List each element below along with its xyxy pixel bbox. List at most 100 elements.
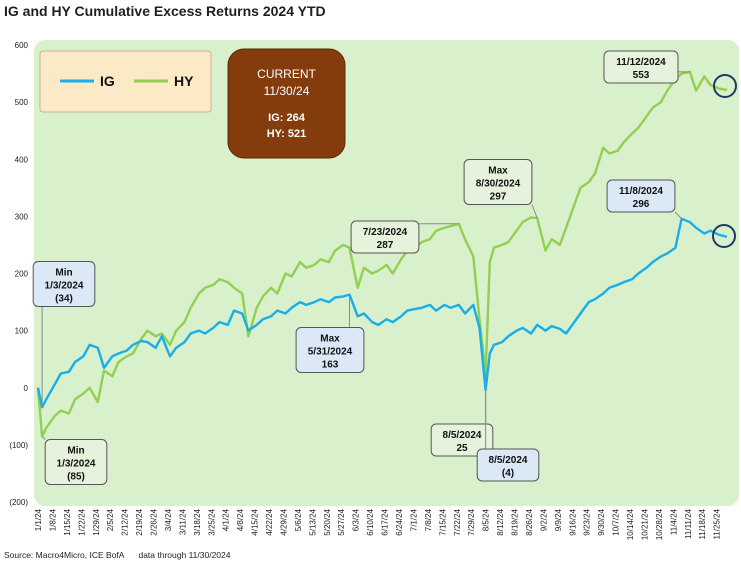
x-tick-label: 4/29/24 bbox=[279, 508, 288, 535]
x-tick-label: 6/24/24 bbox=[395, 508, 404, 535]
annotation-text: 11/8/2024 bbox=[619, 186, 663, 197]
x-tick-label: 7/29/24 bbox=[467, 508, 476, 535]
current-ig: IG: 264 bbox=[268, 112, 306, 124]
y-tick-label: (200) bbox=[9, 498, 28, 507]
annotation-box bbox=[350, 220, 420, 254]
annotation-text: 7/23/2024 bbox=[363, 227, 408, 238]
current-heading: CURRENT bbox=[257, 67, 316, 81]
x-tick-label: 3/11/24 bbox=[178, 508, 187, 535]
annotation-text: Min bbox=[55, 268, 72, 279]
current-box: CURRENT 11/30/24 IG: 264 HY: 521 bbox=[227, 48, 346, 159]
hy-endpoint-circle bbox=[713, 74, 737, 98]
annotation-box bbox=[295, 327, 365, 373]
y-axis: (200) (100) 0 100 200 300 400 500 600 bbox=[9, 41, 28, 507]
annotation-text: (4) bbox=[502, 468, 514, 479]
x-tick-label: 10/28/24 bbox=[655, 508, 664, 540]
current-box-bg bbox=[227, 48, 346, 159]
annotation-text: 1/3/2024 bbox=[45, 281, 84, 292]
x-tick-label: 5/27/24 bbox=[337, 508, 346, 535]
x-tick-label: 9/30/24 bbox=[597, 508, 606, 535]
annotation-box bbox=[476, 448, 540, 482]
annotation-text: 25 bbox=[456, 443, 468, 454]
y-tick-label: 600 bbox=[15, 41, 29, 50]
x-tick-label: 1/1/24 bbox=[34, 508, 43, 531]
x-tick-label: 3/4/24 bbox=[164, 508, 173, 531]
x-tick-label: 8/26/24 bbox=[525, 508, 534, 535]
annotation-text: 8/5/2024 bbox=[443, 430, 482, 441]
y-tick-label: 300 bbox=[15, 212, 29, 221]
x-tick-label: 2/19/24 bbox=[135, 508, 144, 535]
annotation-text: 287 bbox=[377, 240, 394, 251]
annotation-text: Max bbox=[488, 166, 508, 177]
x-tick-label: 2/26/24 bbox=[150, 508, 159, 535]
x-tick-label: 6/3/24 bbox=[352, 508, 361, 531]
annotation-box bbox=[463, 159, 533, 205]
annotation-text: Min bbox=[67, 446, 84, 457]
x-tick-label: 10/21/24 bbox=[640, 508, 649, 540]
x-tick-label: 11/4/24 bbox=[669, 508, 678, 535]
annotation-box bbox=[603, 50, 679, 84]
x-tick-label: 9/16/24 bbox=[568, 508, 577, 535]
series-layer bbox=[36, 70, 728, 438]
x-tick-label: 9/2/24 bbox=[539, 508, 548, 531]
series-line-ig bbox=[36, 217, 728, 409]
annotation-text: 8/5/2024 bbox=[489, 455, 528, 466]
x-tick-label: 10/7/24 bbox=[612, 508, 621, 535]
x-tick-label: 6/10/24 bbox=[366, 508, 375, 535]
x-tick-label: 6/17/24 bbox=[381, 508, 390, 535]
y-tick-label: 100 bbox=[15, 327, 29, 336]
x-tick-label: 2/12/24 bbox=[121, 508, 130, 535]
x-tick-label: 7/22/24 bbox=[453, 508, 462, 535]
annotation-box bbox=[430, 423, 494, 457]
x-tick-label: 8/5/24 bbox=[482, 508, 491, 531]
annotation-text: 5/31/2024 bbox=[308, 347, 353, 358]
ig-endpoint-circle bbox=[712, 224, 736, 248]
legend: IG HY bbox=[39, 50, 212, 113]
x-axis: 1/1/24 1/8/24 1/15/24 1/22/24 1/29/24 2/5/24 2… bbox=[34, 508, 722, 540]
annotation-text: 163 bbox=[322, 360, 339, 371]
x-tick-label: 4/22/24 bbox=[265, 508, 274, 535]
x-tick-label: 10/14/24 bbox=[626, 508, 635, 540]
annotation-leader bbox=[41, 435, 46, 440]
x-tick-label: 4/8/24 bbox=[236, 508, 245, 531]
legend-label-hy: HY bbox=[174, 73, 194, 89]
annotation-text: 553 bbox=[633, 70, 650, 81]
series-line-hy bbox=[36, 70, 728, 438]
x-tick-label: 1/8/24 bbox=[48, 508, 57, 531]
annotation-leader bbox=[531, 204, 538, 219]
y-tick-label: 200 bbox=[15, 270, 29, 279]
x-tick-label: 2/5/24 bbox=[106, 508, 115, 531]
source-note: Source: Macro4Micro, ICE BofA data throug… bbox=[4, 550, 230, 560]
x-tick-label: 4/1/24 bbox=[222, 508, 231, 531]
annotation-text: 296 bbox=[633, 199, 650, 210]
x-tick-label: 5/6/24 bbox=[294, 508, 303, 531]
annotation-text: Max bbox=[320, 334, 340, 345]
x-tick-label: 11/18/24 bbox=[698, 508, 707, 539]
annotation-text: (34) bbox=[55, 294, 73, 305]
x-tick-label: 1/15/24 bbox=[63, 508, 72, 535]
annotation-box bbox=[44, 439, 108, 485]
x-tick-label: 7/1/24 bbox=[409, 508, 418, 531]
current-date: 11/30/24 bbox=[264, 84, 310, 98]
x-tick-label: 7/15/24 bbox=[438, 508, 447, 535]
annotation-text: 8/30/2024 bbox=[476, 179, 521, 190]
x-tick-label: 11/25/24 bbox=[713, 508, 722, 539]
y-tick-label: 0 bbox=[24, 384, 29, 393]
x-tick-label: 3/25/24 bbox=[207, 508, 216, 535]
x-tick-label: 4/15/24 bbox=[251, 508, 260, 535]
y-tick-label: 500 bbox=[15, 98, 29, 107]
legend-box bbox=[39, 50, 212, 113]
current-hy: HY: 521 bbox=[267, 128, 307, 140]
annotation-text: 297 bbox=[490, 192, 507, 203]
x-tick-label: 5/13/24 bbox=[308, 508, 317, 535]
x-tick-label: 11/11/24 bbox=[684, 508, 693, 539]
annotation-text: 11/12/2024 bbox=[616, 57, 666, 68]
annotation-text: 1/3/2024 bbox=[57, 459, 96, 470]
annotation-box bbox=[606, 179, 676, 213]
x-tick-label: 8/19/24 bbox=[511, 508, 520, 535]
source-text: Source: Macro4Micro, ICE BofA bbox=[4, 550, 125, 560]
annotation-text: (85) bbox=[67, 472, 85, 483]
x-tick-label: 1/22/24 bbox=[77, 508, 86, 535]
chart-title: IG and HY Cumulative Excess Returns 2024… bbox=[4, 3, 326, 19]
